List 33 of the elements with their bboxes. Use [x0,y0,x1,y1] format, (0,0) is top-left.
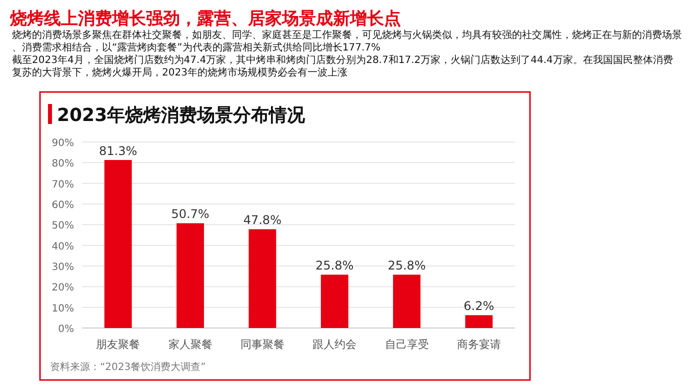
bar [176,223,204,328]
x-tick-label: 家人聚餐 [168,338,212,351]
text: 资料来源：“2023餐饮消费大调查” [50,361,206,373]
chart-subtitle: 2023年烧烤消费场景分布情况 [57,105,306,126]
y-tick-label: 20% [52,282,74,294]
y-tick-label: 60% [52,200,74,211]
x-tick-label: 同事聚餐 [240,338,284,351]
data-label: 25.8% [316,258,354,273]
data-label: 50.7% [171,207,210,222]
data-label: 6.2% [464,299,494,314]
data-label: 25.8% [388,258,426,273]
bar [393,274,420,328]
x-tick-label: 朋友聚餐 [96,338,140,351]
x-tick-label: 跟人约会 [312,338,357,351]
y-tick-label: 90% [52,138,74,149]
y-tick-label: 50% [52,220,74,232]
y-tick-label: 10% [52,303,74,314]
bar [104,160,132,328]
data-label: 81.3% [99,144,138,158]
text: 烧烤的消费场景多聚焦在群体社交聚餐，如朋友、同学、家庭甚至是工作聚餐，可见烧烤与火锅类似，均具有较强的社交属性，烧烤正在与新的消费场景、消费需求相结合，以“露营烤肉套餐”为代表的露营相关新式供给同比增长177.7% [12,29,682,54]
data-label: 47.8% [243,213,282,228]
y-tick-label: 80% [52,158,74,170]
bar [320,274,348,328]
y-tick-label: 30% [52,262,74,273]
y-tick-label: 40% [52,241,74,252]
text: 截至2023年4月，全国烧烤门店数约为47.4万家，其中烤串和烤肉门店数分别为28.7和17.2万家，火锅门店数达到了44.4万家。在我国国民整体消费复苏的大背景下，烧烤火爆开局，2023年的烧烤市场规模势必会有一波上涨 [12,54,673,78]
y-tick-label: 0% [58,324,74,335]
x-tick-label: 商务宴请 [456,338,501,351]
bar [248,229,276,328]
bar [465,315,493,328]
chart-title: 烧烤线上消费增长强劲，露营、居家场景成新增长点 [9,9,401,29]
y-tick-label: 70% [52,179,74,190]
x-tick-label: 自己享受 [384,338,429,351]
